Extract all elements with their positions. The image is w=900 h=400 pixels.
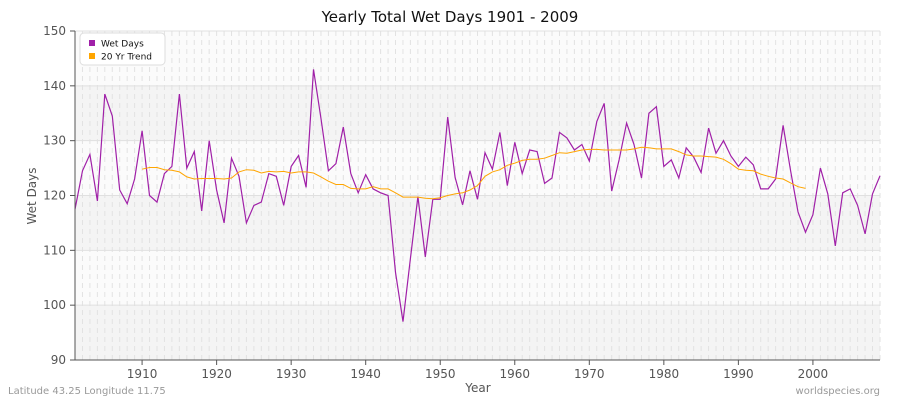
x-tick-label: 1960 — [499, 367, 530, 381]
x-tick-label: 1970 — [574, 367, 605, 381]
legend-label-trend: 20 Yr Trend — [101, 53, 152, 63]
y-tick-label: 130 — [43, 134, 66, 148]
x-tick-label: 1990 — [723, 367, 754, 381]
x-axis-label: Year — [464, 381, 490, 395]
y-tick-label: 110 — [43, 243, 66, 257]
y-tick-label: 140 — [43, 79, 66, 93]
x-tick-label: 1980 — [649, 367, 680, 381]
chart-title: Yearly Total Wet Days 1901 - 2009 — [321, 8, 579, 26]
y-tick-label: 100 — [43, 298, 66, 312]
x-tick-label: 2000 — [798, 367, 829, 381]
y-tick-label: 120 — [43, 189, 66, 203]
wet-days-line — [74, 69, 881, 322]
x-tick-label: 1930 — [276, 367, 307, 381]
y-tick-label: 90 — [51, 353, 66, 367]
x-tick-label: 1920 — [201, 367, 232, 381]
legend-label-wet-days: Wet Days — [101, 40, 144, 50]
x-tick-label: 1950 — [425, 367, 456, 381]
legend-swatch-wet-days — [89, 40, 95, 46]
trend-line — [141, 146, 806, 200]
legend-swatch-trend — [89, 53, 95, 59]
y-axis-label: Wet Days — [25, 167, 39, 224]
y-tick-label: 150 — [43, 24, 66, 38]
x-tick-label: 1940 — [350, 367, 381, 381]
footer-source: worldspecies.org — [796, 386, 880, 397]
x-tick-label: 1910 — [127, 367, 158, 381]
footer-location: Latitude 43.25 Longitude 11.75 — [8, 386, 166, 397]
legend: Wet Days 20 Yr Trend — [79, 32, 166, 66]
